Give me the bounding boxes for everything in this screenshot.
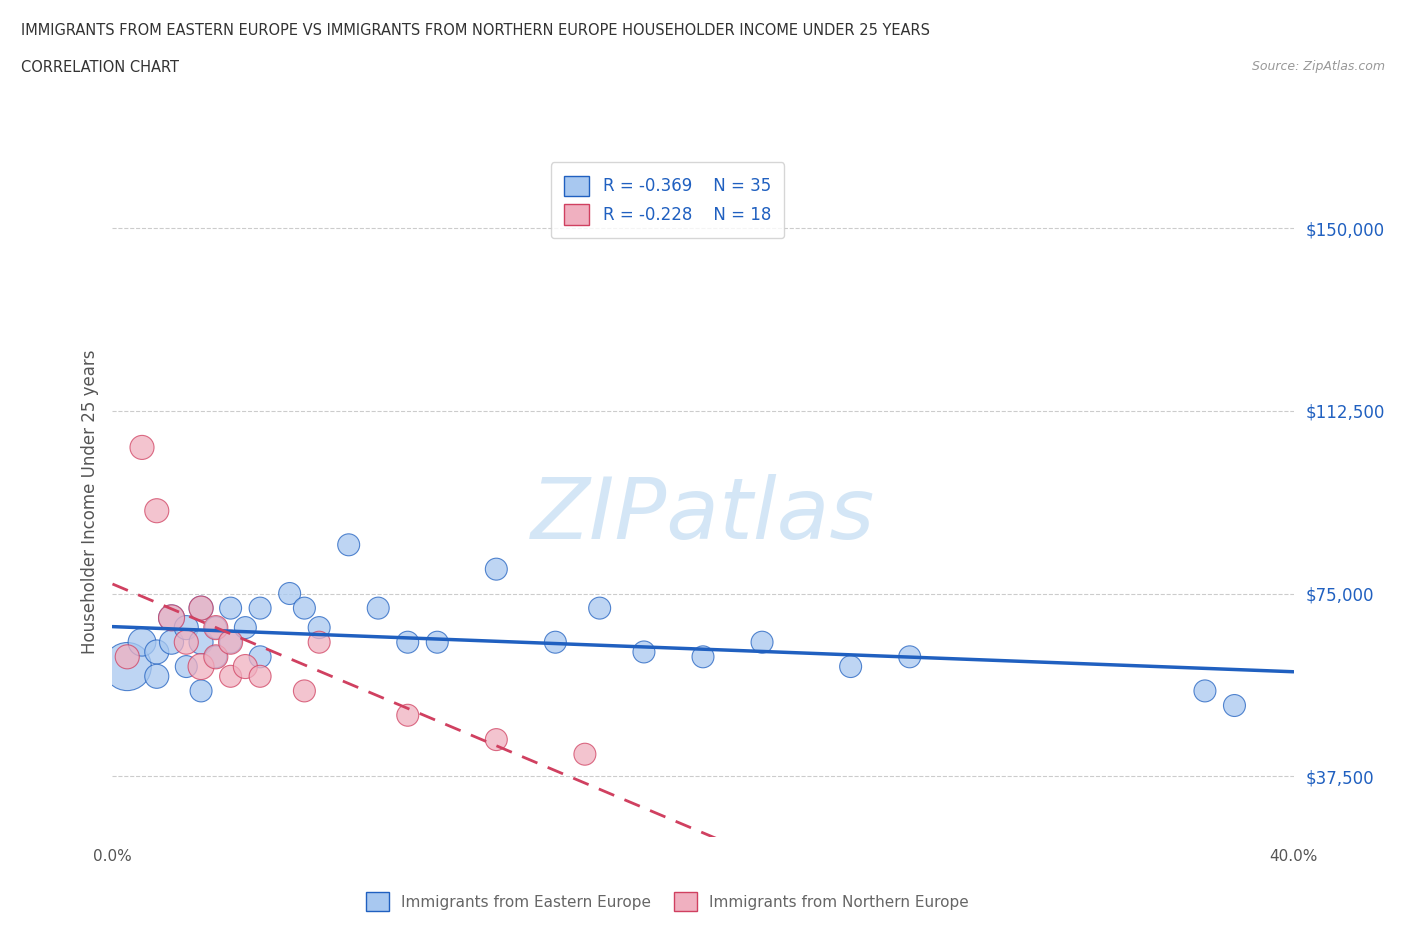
Point bbox=[190, 684, 212, 698]
Point bbox=[839, 659, 862, 674]
Point bbox=[160, 610, 183, 625]
Point bbox=[160, 635, 183, 650]
Point bbox=[278, 586, 301, 601]
Point bbox=[190, 601, 212, 616]
Point bbox=[308, 620, 330, 635]
Point bbox=[233, 659, 256, 674]
Point bbox=[219, 635, 242, 650]
Point bbox=[544, 635, 567, 650]
Point bbox=[751, 635, 773, 650]
Point bbox=[292, 684, 315, 698]
Point bbox=[367, 601, 389, 616]
Point bbox=[485, 562, 508, 577]
Text: ZIPatlas: ZIPatlas bbox=[531, 474, 875, 557]
Point bbox=[574, 747, 596, 762]
Point bbox=[131, 440, 153, 455]
Point bbox=[396, 708, 419, 723]
Point bbox=[174, 659, 197, 674]
Point bbox=[485, 732, 508, 747]
Point bbox=[898, 649, 921, 664]
Point bbox=[190, 659, 212, 674]
Point bbox=[160, 610, 183, 625]
Point bbox=[205, 620, 228, 635]
Text: CORRELATION CHART: CORRELATION CHART bbox=[21, 60, 179, 75]
Point bbox=[174, 620, 197, 635]
Point bbox=[308, 635, 330, 650]
Point bbox=[588, 601, 610, 616]
Text: Source: ZipAtlas.com: Source: ZipAtlas.com bbox=[1251, 60, 1385, 73]
Point bbox=[426, 635, 449, 650]
Point bbox=[205, 649, 228, 664]
Point bbox=[146, 503, 169, 518]
Point bbox=[396, 635, 419, 650]
Point bbox=[205, 620, 228, 635]
Point bbox=[249, 649, 271, 664]
Point bbox=[633, 644, 655, 659]
Point bbox=[692, 649, 714, 664]
Text: IMMIGRANTS FROM EASTERN EUROPE VS IMMIGRANTS FROM NORTHERN EUROPE HOUSEHOLDER IN: IMMIGRANTS FROM EASTERN EUROPE VS IMMIGR… bbox=[21, 23, 931, 38]
Point bbox=[190, 635, 212, 650]
Point bbox=[117, 659, 138, 674]
Point bbox=[131, 635, 153, 650]
Point bbox=[337, 538, 360, 552]
Point bbox=[174, 635, 197, 650]
Point bbox=[146, 644, 169, 659]
Point bbox=[1194, 684, 1216, 698]
Point bbox=[1223, 698, 1246, 713]
Y-axis label: Householder Income Under 25 years: Householder Income Under 25 years bbox=[80, 350, 98, 655]
Point bbox=[219, 601, 242, 616]
Point bbox=[233, 620, 256, 635]
Point bbox=[249, 669, 271, 684]
Legend: Immigrants from Eastern Europe, Immigrants from Northern Europe: Immigrants from Eastern Europe, Immigran… bbox=[354, 880, 981, 923]
Point bbox=[190, 601, 212, 616]
Point bbox=[219, 669, 242, 684]
Point bbox=[292, 601, 315, 616]
Point bbox=[219, 635, 242, 650]
Point bbox=[146, 669, 169, 684]
Point bbox=[249, 601, 271, 616]
Point bbox=[117, 649, 138, 664]
Point bbox=[205, 649, 228, 664]
